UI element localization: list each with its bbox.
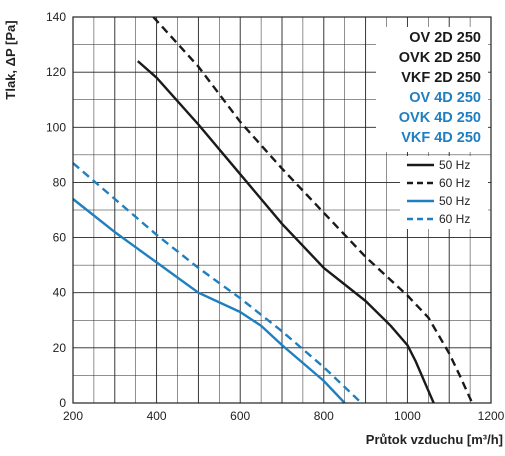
series-black-60hz	[152, 16, 474, 404]
x-tick-label: 200	[63, 409, 83, 423]
y-tick-label: 80	[53, 175, 67, 189]
legend-key-label: 60 Hz	[439, 212, 470, 226]
y-tick-label: 100	[46, 120, 66, 134]
y-tick-labels: 0 20 40 60 80 100 120 140	[46, 10, 66, 410]
legend-model-blue: VKF 4D 250	[401, 130, 481, 146]
legend-key-label: 50 Hz	[439, 158, 470, 172]
y-axis-label: Tlak, ΔP [Pa]	[3, 20, 18, 99]
series-layer	[72, 16, 474, 404]
x-axis-label: Průtok vzduchu [m³/h]	[366, 432, 503, 447]
x-tick-labels: 200 400 600 800 1000 1200	[63, 409, 505, 423]
y-tick-label: 20	[53, 341, 67, 355]
series-black-50hz	[137, 60, 435, 404]
legend-key-label: 60 Hz	[439, 176, 470, 190]
legend-model-black: OVK 2D 250	[399, 50, 481, 66]
y-tick-label: 120	[46, 65, 66, 79]
y-tick-label: 60	[53, 231, 67, 245]
x-tick-label: 1000	[394, 409, 421, 423]
x-tick-label: 600	[230, 409, 250, 423]
series-blue-60hz	[72, 162, 363, 404]
legend-keys-backdrop	[400, 156, 488, 229]
y-tick-label: 40	[53, 286, 67, 300]
y-tick-label: 0	[59, 396, 66, 410]
y-tick-label: 140	[46, 10, 66, 24]
legend-model-black: OV 2D 250	[409, 30, 481, 46]
x-tick-label: 1200	[478, 409, 505, 423]
legend-models-backdrop	[376, 27, 488, 152]
x-tick-label: 400	[147, 409, 167, 423]
series-blue-50hz	[72, 198, 346, 404]
legend-model-black: VKF 2D 250	[401, 70, 481, 86]
legend-key-label: 50 Hz	[439, 194, 470, 208]
x-tick-label: 800	[314, 409, 334, 423]
plot-frame	[72, 16, 492, 404]
legend-model-blue: OV 4D 250	[409, 90, 481, 106]
legend-model-blue: OVK 4D 250	[399, 110, 481, 126]
legend: OV 2D 250 OVK 2D 250 VKF 2D 250 OV 4D 250 OV…	[376, 27, 488, 229]
